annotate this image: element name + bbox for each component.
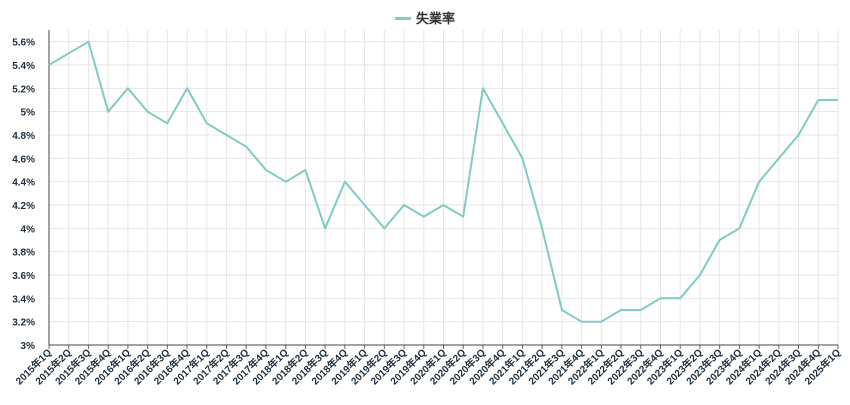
data-point[interactable]	[795, 131, 803, 139]
legend-label: 失業率	[415, 11, 455, 26]
y-tick-label: 5.2%	[12, 84, 35, 95]
data-point[interactable]	[183, 84, 191, 92]
data-point[interactable]	[420, 213, 428, 221]
series-line[interactable]	[48, 40, 838, 323]
data-point[interactable]	[459, 213, 467, 221]
y-tick-label: 5.6%	[12, 38, 35, 49]
data-point[interactable]	[301, 166, 309, 174]
data-point[interactable]	[735, 224, 743, 232]
data-point[interactable]	[578, 318, 586, 326]
data-point[interactable]	[775, 154, 783, 162]
data-point[interactable]	[479, 84, 487, 92]
data-point[interactable]	[361, 201, 369, 209]
data-point[interactable]	[755, 178, 763, 186]
data-point[interactable]	[144, 108, 152, 116]
y-tick-label: 4%	[21, 224, 36, 235]
data-point[interactable]	[696, 271, 704, 279]
y-tick-label: 4.2%	[12, 201, 35, 212]
data-point[interactable]	[637, 306, 645, 314]
data-point[interactable]	[282, 178, 290, 186]
data-point[interactable]	[341, 178, 349, 186]
data-point[interactable]	[440, 201, 448, 209]
data-point[interactable]	[84, 38, 92, 46]
data-point[interactable]	[617, 306, 625, 314]
data-point[interactable]	[104, 108, 112, 116]
data-point[interactable]	[716, 236, 724, 244]
data-point[interactable]	[203, 119, 211, 127]
y-tick-label: 4.8%	[12, 131, 35, 142]
y-tick-label: 3%	[21, 341, 36, 352]
y-tick-label: 5.4%	[12, 61, 35, 72]
data-point[interactable]	[262, 166, 270, 174]
data-point[interactable]	[321, 224, 329, 232]
data-point[interactable]	[538, 224, 546, 232]
y-tick-label: 4.6%	[12, 154, 35, 165]
data-point[interactable]	[597, 318, 605, 326]
y-tick-label: 3.4%	[12, 294, 35, 305]
data-point[interactable]	[65, 49, 73, 57]
data-point[interactable]	[163, 119, 171, 127]
data-point[interactable]	[242, 143, 250, 151]
data-point[interactable]	[676, 294, 684, 302]
data-point[interactable]	[518, 154, 526, 162]
data-point[interactable]	[558, 306, 566, 314]
data-point[interactable]	[223, 131, 231, 139]
data-point[interactable]	[380, 224, 388, 232]
data-point[interactable]	[45, 61, 53, 69]
legend[interactable]: 失業率	[0, 8, 850, 27]
data-point[interactable]	[124, 84, 132, 92]
data-point[interactable]	[656, 294, 664, 302]
data-point[interactable]	[499, 119, 507, 127]
y-tick-label: 3.2%	[12, 318, 35, 329]
data-point[interactable]	[814, 96, 822, 104]
data-point[interactable]	[834, 96, 842, 104]
y-tick-label: 3.6%	[12, 271, 35, 282]
y-tick-label: 3.8%	[12, 248, 35, 259]
y-tick-label: 4.4%	[12, 178, 35, 189]
data-point[interactable]	[400, 201, 408, 209]
legend-line-swatch-icon	[394, 17, 411, 21]
y-tick-label: 5%	[21, 108, 36, 119]
